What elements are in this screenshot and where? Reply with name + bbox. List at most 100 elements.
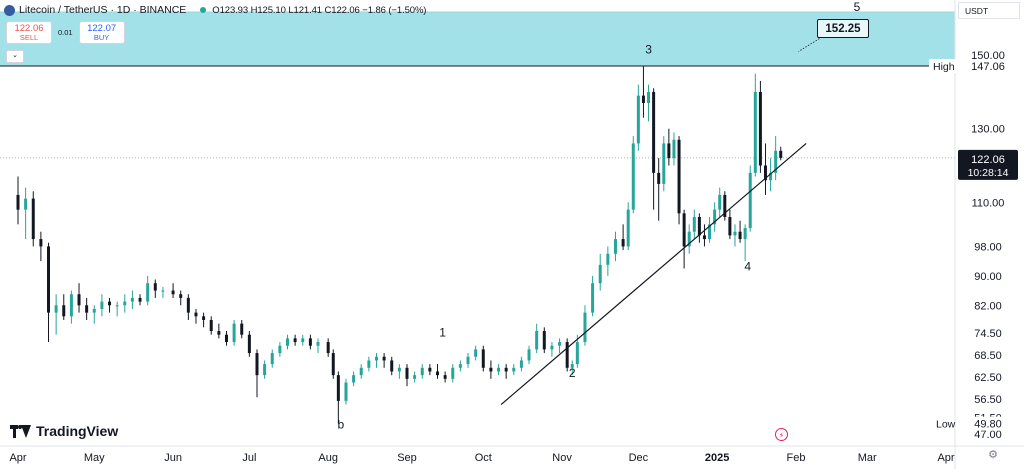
currency-selector[interactable]: USDT: [958, 2, 1020, 19]
candle[interactable]: [85, 297, 89, 320]
candle[interactable]: [662, 136, 666, 192]
candle[interactable]: [293, 334, 297, 346]
candle[interactable]: [138, 294, 142, 306]
candle[interactable]: [647, 84, 651, 122]
candle[interactable]: [397, 364, 401, 379]
candle[interactable]: [240, 319, 244, 339]
candle[interactable]: [217, 323, 221, 339]
candle[interactable]: [367, 356, 371, 372]
target-price-callout[interactable]: 152.25: [817, 19, 869, 38]
candle[interactable]: [54, 294, 58, 335]
candle[interactable]: [16, 176, 20, 225]
candle[interactable]: [631, 136, 635, 214]
candle[interactable]: [606, 246, 610, 276]
candle[interactable]: [130, 290, 134, 309]
candle[interactable]: [224, 331, 228, 346]
candle[interactable]: [255, 349, 259, 398]
candle[interactable]: [390, 356, 394, 376]
candle[interactable]: [352, 371, 356, 387]
candle[interactable]: [123, 294, 127, 313]
candle[interactable]: [763, 143, 767, 195]
candle[interactable]: [344, 378, 348, 405]
candle[interactable]: [47, 242, 51, 343]
lightning-icon[interactable]: ⚡: [775, 428, 788, 441]
candle[interactable]: [708, 217, 712, 243]
candle[interactable]: [443, 371, 447, 383]
candle[interactable]: [682, 209, 686, 269]
candle[interactable]: [209, 316, 213, 335]
candle[interactable]: [161, 286, 165, 298]
candle[interactable]: [758, 80, 762, 173]
candle[interactable]: [382, 353, 386, 368]
candle[interactable]: [652, 88, 656, 210]
candle[interactable]: [202, 312, 206, 328]
buy-button[interactable]: 122.07 BUY: [78, 21, 125, 44]
candle[interactable]: [565, 338, 569, 372]
candle[interactable]: [667, 128, 671, 166]
candle[interactable]: [481, 345, 485, 372]
candle[interactable]: [247, 331, 251, 357]
candle[interactable]: [77, 283, 81, 313]
candle[interactable]: [718, 187, 722, 217]
candle[interactable]: [359, 364, 363, 379]
candle[interactable]: [451, 364, 455, 383]
candle[interactable]: [308, 334, 312, 350]
candle[interactable]: [153, 279, 157, 298]
candle[interactable]: [31, 191, 35, 247]
candle[interactable]: [278, 342, 282, 357]
candle[interactable]: [420, 364, 424, 379]
candle[interactable]: [108, 297, 112, 313]
candle[interactable]: [687, 224, 691, 254]
candle[interactable]: [458, 360, 462, 372]
candle[interactable]: [186, 294, 190, 320]
candle[interactable]: [570, 360, 574, 376]
candle[interactable]: [69, 290, 73, 324]
candle[interactable]: [232, 319, 236, 346]
candle[interactable]: [550, 342, 554, 357]
candle[interactable]: [774, 136, 778, 181]
candle[interactable]: [497, 364, 501, 376]
candle[interactable]: [474, 345, 478, 361]
candle[interactable]: [512, 364, 516, 376]
candle[interactable]: [743, 224, 747, 262]
candle[interactable]: [326, 338, 330, 357]
candle[interactable]: [179, 290, 183, 306]
candle[interactable]: [519, 356, 523, 372]
candle[interactable]: [753, 73, 757, 177]
candle[interactable]: [598, 253, 602, 291]
candle[interactable]: [100, 294, 104, 317]
tradingview-logo[interactable]: TradingView: [10, 423, 118, 439]
sell-button[interactable]: 122.06 SELL: [6, 21, 52, 44]
candle[interactable]: [62, 294, 66, 320]
candle[interactable]: [331, 349, 335, 379]
candle[interactable]: [489, 360, 493, 379]
candle[interactable]: [413, 371, 417, 383]
candle[interactable]: [405, 364, 409, 387]
candle[interactable]: [270, 349, 274, 368]
candle[interactable]: [301, 334, 305, 346]
candle[interactable]: [466, 353, 470, 368]
candle[interactable]: [263, 360, 267, 379]
candle[interactable]: [316, 338, 320, 354]
candle[interactable]: [527, 345, 531, 365]
candle[interactable]: [374, 353, 378, 368]
candle[interactable]: [636, 84, 640, 151]
candle[interactable]: [713, 202, 717, 232]
candle[interactable]: [672, 132, 676, 166]
candle[interactable]: [171, 283, 175, 298]
candle[interactable]: [24, 187, 28, 240]
candle[interactable]: [692, 209, 696, 240]
candle[interactable]: [738, 220, 742, 243]
candle[interactable]: [723, 191, 727, 221]
candle[interactable]: [535, 323, 539, 354]
candle[interactable]: [779, 146, 783, 161]
candle[interactable]: [39, 231, 43, 262]
candle[interactable]: [613, 231, 617, 262]
candle[interactable]: [626, 202, 630, 251]
candle[interactable]: [733, 224, 737, 247]
candle[interactable]: [194, 308, 198, 324]
candle[interactable]: [115, 301, 119, 317]
candle[interactable]: [697, 213, 701, 243]
